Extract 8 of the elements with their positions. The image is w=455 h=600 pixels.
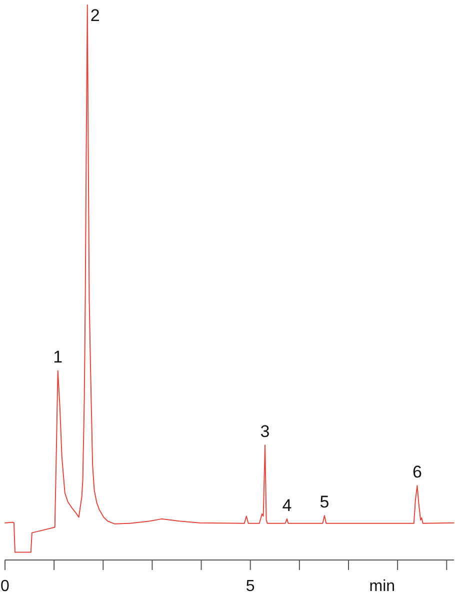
x-axis-title: min: [369, 578, 396, 595]
annotation: 4: [282, 496, 292, 515]
x-tick-label: 0: [0, 578, 10, 595]
annotation: 5: [320, 492, 330, 512]
annotation: 2: [90, 6, 100, 25]
annotation: 1: [53, 348, 63, 367]
annotation: 3: [260, 422, 270, 442]
annotation: 6: [412, 462, 422, 482]
